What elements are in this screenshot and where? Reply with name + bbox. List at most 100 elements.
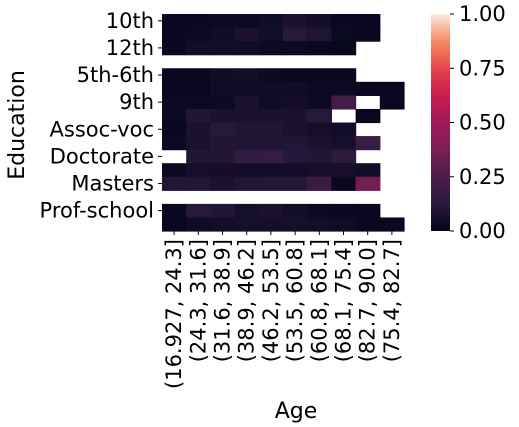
heatmap-cell: [234, 163, 260, 178]
heatmap-cell: [331, 149, 357, 164]
heatmap-cell: [283, 163, 308, 178]
x-tick-label: (53.5, 60.8]: [283, 239, 307, 362]
heatmap-cell: [210, 14, 236, 29]
colorbar-tick-label: 0.25: [459, 165, 506, 189]
heatmap-cell: [307, 149, 332, 164]
heatmap-cell: [258, 149, 284, 164]
heatmap-cell: [234, 27, 260, 42]
heatmap-cell: [307, 81, 332, 96]
heatmap-cell: [186, 95, 211, 110]
heatmap-cell: [379, 95, 405, 110]
heatmap-cell: [258, 14, 284, 29]
heatmap-cell: [186, 122, 211, 137]
heatmap-cell: [162, 122, 187, 137]
heatmap-cell: [210, 122, 236, 137]
heatmap-cell: [162, 217, 187, 232]
heatmap-cell: [258, 176, 284, 191]
heatmap-cell: [186, 203, 211, 219]
heatmap-cell: [307, 217, 332, 232]
heatmap-cell: [355, 163, 381, 178]
heatmap-cell: [355, 136, 381, 151]
heatmap-cell: [307, 203, 332, 219]
heatmap-cell: [355, 81, 381, 96]
heatmap-cell: [283, 136, 308, 151]
heatmap-cell: [283, 149, 308, 164]
heatmap-cell: [355, 203, 381, 219]
heatmap-cell: [162, 136, 187, 151]
heatmap-cell: [307, 14, 332, 29]
heatmap-cell: [234, 95, 260, 110]
heatmap-cell: [258, 136, 284, 151]
heatmap-cell: [307, 136, 332, 151]
colorbar-tick-label: 0.50: [459, 111, 506, 135]
heatmap-cell: [234, 41, 260, 56]
heatmap-cell: [307, 41, 332, 56]
heatmap-cell: [355, 27, 381, 42]
heatmap-cell: [162, 163, 187, 178]
heatmap-cell: [331, 68, 357, 83]
heatmap-cell: [234, 149, 260, 164]
colorbar-tick-label: 1.00: [459, 2, 506, 26]
heatmap-cell: [162, 41, 187, 56]
colorbar: [431, 14, 450, 231]
y-tick-label: 12th: [106, 36, 154, 60]
heatmap-cell: [234, 81, 260, 96]
heatmap-cell: [186, 108, 211, 124]
heatmap-cell: [258, 108, 284, 124]
heatmap-cell: [283, 176, 308, 191]
y-tick-label: Prof-school: [40, 199, 154, 223]
heatmap-cell: [234, 136, 260, 151]
heatmap-cell: [258, 27, 284, 42]
x-tick-label: (46.2, 53.5]: [259, 239, 283, 362]
y-axis-label: Education: [5, 70, 30, 180]
x-tick-label: (38.9, 46.2]: [235, 239, 259, 362]
x-tick-label: (75.4, 82.7]: [380, 239, 404, 362]
heatmap-cell: [283, 108, 308, 124]
heatmap-cell: [331, 203, 357, 219]
heatmap-cell: [258, 41, 284, 56]
heatmap-cell: [307, 68, 332, 83]
x-tick-label: (24.3, 31.6]: [186, 239, 210, 362]
y-tick-label: 9th: [119, 90, 154, 114]
heatmap-cell: [210, 176, 236, 191]
colorbar-ticks: 0.00 0.25 0.50 0.75 1.00: [450, 2, 506, 243]
x-tick-label: (60.8, 68.1]: [307, 239, 331, 362]
heatmap-cell: [162, 68, 187, 83]
heatmap-cell: [234, 14, 260, 29]
y-tick-label: Masters: [71, 172, 154, 196]
heatmap-cell: [210, 27, 236, 42]
x-tick-labels: (16.927, 24.3] (24.3, 31.6] (31.6, 38.9] (3…: [162, 231, 404, 389]
x-tick-label: (16.927, 24.3]: [162, 239, 186, 389]
heatmap-cell: [210, 95, 236, 110]
heatmap-cell: [331, 81, 357, 96]
colorbar-tick-label: 0.00: [459, 219, 506, 243]
x-tick-label: (68.1, 75.4]: [332, 239, 356, 362]
heatmap-cell: [283, 122, 308, 137]
heatmap-cell: [234, 176, 260, 191]
heatmap-cell: [162, 108, 187, 124]
heatmap-cell: [162, 81, 187, 96]
heatmap-cell: [234, 68, 260, 83]
heatmap-cell: [186, 149, 211, 164]
heatmap-cell: [258, 122, 284, 137]
heatmap-cell: [307, 163, 332, 178]
y-tick-label: 10th: [106, 9, 154, 33]
heatmap-cell: [234, 122, 260, 137]
heatmap-cell: [162, 95, 187, 110]
heatmap-cell: [379, 81, 405, 96]
heatmap-cell: [186, 163, 211, 178]
heatmap-cell: [379, 217, 405, 232]
heatmap-cell: [355, 108, 381, 124]
heatmap-cell: [210, 163, 236, 178]
heatmap-cell: [186, 217, 211, 232]
heatmap-cell: [283, 68, 308, 83]
heatmap-cell: [258, 163, 284, 178]
heatmap-cell: [210, 203, 236, 219]
x-tick-label: (31.6, 38.9]: [211, 239, 235, 362]
heatmap-cell: [210, 81, 236, 96]
heatmap-cell: [210, 217, 236, 232]
heatmap-cell: [186, 27, 211, 42]
heatmap-cell: [283, 81, 308, 96]
heatmap-cell: [162, 14, 187, 29]
